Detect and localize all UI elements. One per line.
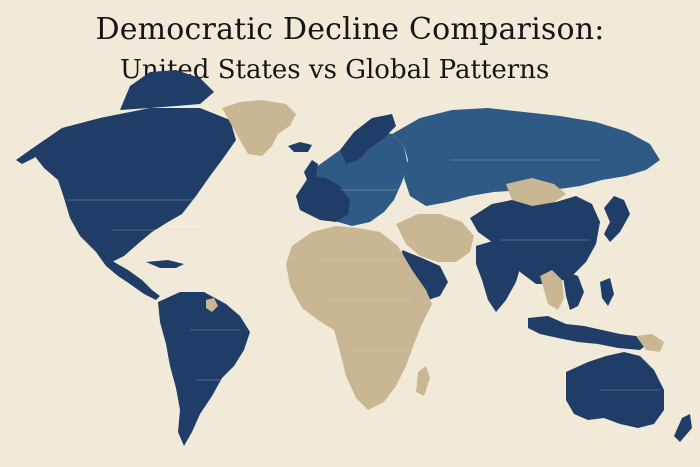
region-north-america — [30, 108, 236, 262]
region-caribbean — [146, 260, 184, 268]
region-southeast-asia-mainland — [540, 270, 564, 310]
region-alaska-islands — [16, 148, 46, 164]
region-scandinavia — [340, 114, 396, 164]
map-title: Democratic Decline Comparison: — [95, 12, 605, 47]
region-greenland — [222, 100, 296, 156]
region-philippines — [600, 278, 614, 306]
region-guiana — [206, 298, 218, 312]
region-indochina — [562, 270, 584, 310]
region-western-europe — [296, 176, 350, 222]
region-arctic-islands — [120, 70, 214, 110]
region-middle-east — [396, 214, 474, 262]
region-indonesia — [528, 316, 650, 350]
region-korea-japan — [604, 196, 630, 242]
region-iceland — [288, 142, 312, 152]
country-borders — [66, 159, 660, 391]
region-south-america — [158, 292, 250, 446]
region-papua — [636, 334, 664, 352]
region-central-america — [96, 252, 160, 300]
region-russia — [392, 108, 660, 206]
region-africa — [286, 226, 432, 410]
region-india — [476, 240, 522, 312]
region-madagascar — [416, 366, 430, 396]
region-uk — [304, 160, 318, 182]
region-mongolia — [506, 178, 566, 206]
region-new-zealand — [674, 414, 692, 442]
